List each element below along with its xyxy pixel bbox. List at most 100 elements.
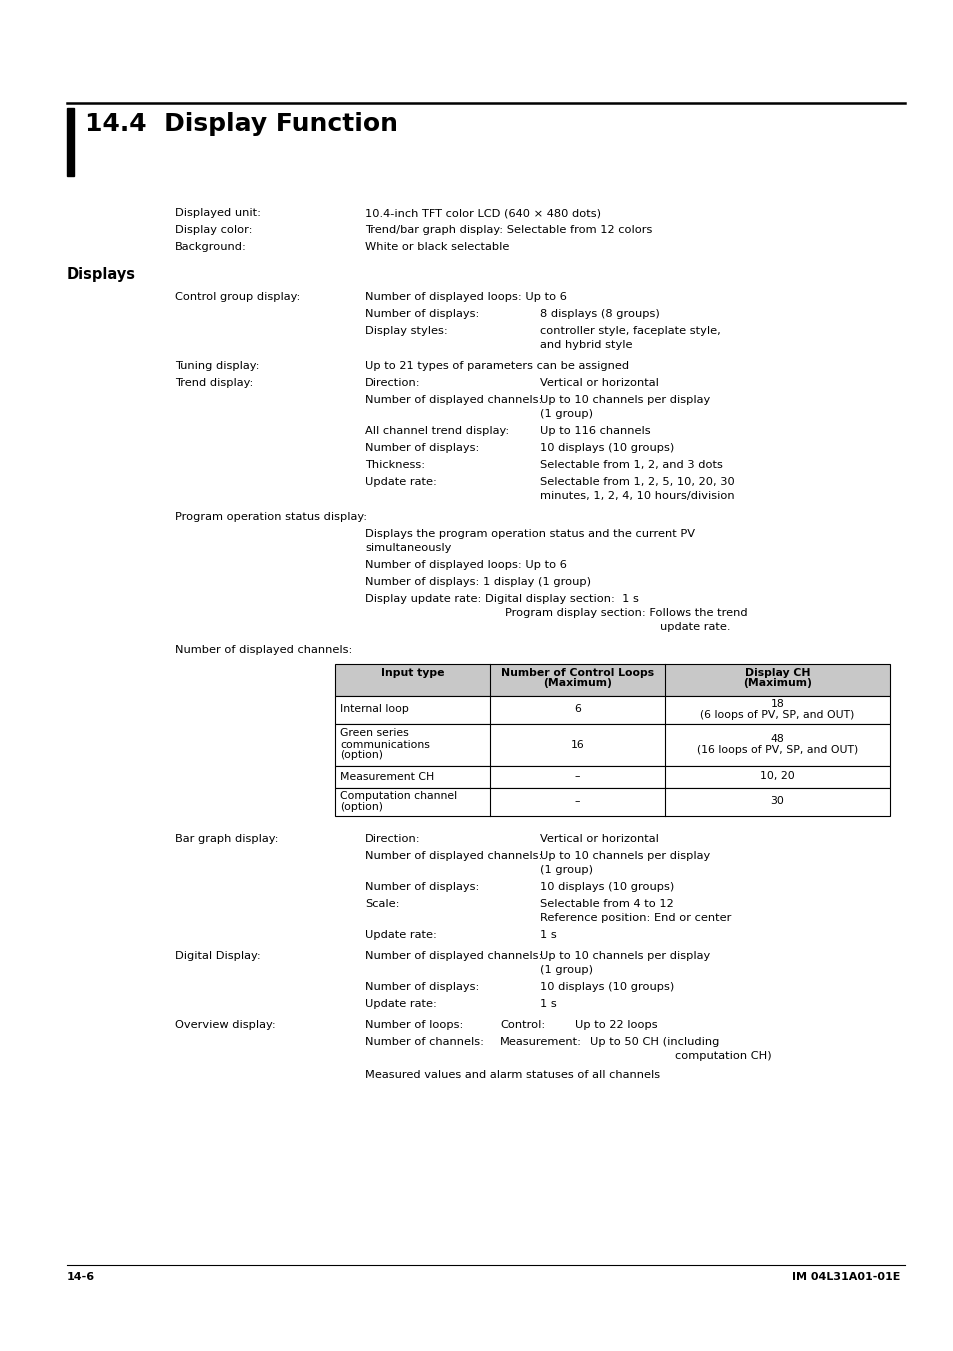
Text: Number of channels:: Number of channels: [365,1038,483,1047]
Text: 10 displays (10 groups): 10 displays (10 groups) [539,882,674,892]
Text: Display update rate: Digital display section:  1 s: Display update rate: Digital display sec… [365,594,639,604]
Text: Number of displayed channels:: Number of displayed channels: [365,394,542,405]
Text: Number of displayed loops: Up to 6: Number of displayed loops: Up to 6 [365,561,566,570]
Text: Selectable from 1, 2, 5, 10, 20, 30: Selectable from 1, 2, 5, 10, 20, 30 [539,477,734,486]
Text: Display color:: Display color: [174,226,253,235]
Text: 10 displays (10 groups): 10 displays (10 groups) [539,982,674,992]
Text: 16: 16 [570,739,584,750]
Text: Number of displays:: Number of displays: [365,443,478,453]
Bar [335,766,889,788]
Text: Measurement:: Measurement: [499,1038,581,1047]
Text: 8 displays (8 groups): 8 displays (8 groups) [539,309,659,319]
Text: (Maximum): (Maximum) [542,678,611,688]
Text: Scale:: Scale: [365,898,399,909]
Text: Green series: Green series [339,728,408,739]
Text: All channel trend display:: All channel trend display: [365,426,509,436]
Text: 10, 20: 10, 20 [760,771,794,781]
Text: (16 loops of PV, SP, and OUT): (16 loops of PV, SP, and OUT) [696,744,858,755]
Text: Up to 50 CH (including: Up to 50 CH (including [589,1038,719,1047]
Text: Up to 10 channels per display: Up to 10 channels per display [539,394,709,405]
Bar [335,724,889,766]
Text: Digital Display:: Digital Display: [174,951,260,961]
Text: (1 group): (1 group) [539,865,593,875]
Text: –: – [574,771,579,781]
Text: Number of loops:: Number of loops: [365,1020,463,1029]
Text: Number of displays:: Number of displays: [365,309,478,319]
Text: (1 group): (1 group) [539,409,593,419]
Text: Displays the program operation status and the current PV: Displays the program operation status an… [365,530,695,539]
Text: 18: 18 [770,698,783,709]
Text: Trend/bar graph display: Selectable from 12 colors: Trend/bar graph display: Selectable from… [365,226,652,235]
Bar [335,788,889,816]
Bar [335,663,889,696]
Text: Vertical or horizontal: Vertical or horizontal [539,378,659,388]
Text: 1 s: 1 s [539,998,557,1009]
Text: Display styles:: Display styles: [365,326,447,336]
Text: Direction:: Direction: [365,834,420,844]
Text: IM 04L31A01-01E: IM 04L31A01-01E [791,1273,899,1282]
Text: Displays: Displays [67,267,136,282]
Text: 14-6: 14-6 [67,1273,95,1282]
Text: Bar graph display:: Bar graph display: [174,834,278,844]
Text: Vertical or horizontal: Vertical or horizontal [539,834,659,844]
Text: Number of Control Loops: Number of Control Loops [500,667,654,678]
Text: Up to 10 channels per display: Up to 10 channels per display [539,951,709,961]
Text: Reference position: End or center: Reference position: End or center [539,913,731,923]
Text: computation CH): computation CH) [675,1051,771,1061]
Text: Background:: Background: [174,242,247,253]
Text: minutes, 1, 2, 4, 10 hours/division: minutes, 1, 2, 4, 10 hours/division [539,490,734,501]
Text: Tuning display:: Tuning display: [174,361,259,372]
Text: 30: 30 [770,797,783,807]
Text: communications: communications [339,739,430,750]
Text: Display CH: Display CH [744,667,809,678]
Text: Overview display:: Overview display: [174,1020,275,1029]
Text: Trend display:: Trend display: [174,378,253,388]
Text: Number of displayed channels:: Number of displayed channels: [174,644,352,655]
Text: (option): (option) [339,751,382,761]
Text: 10 displays (10 groups): 10 displays (10 groups) [539,443,674,453]
Text: Number of displayed channels:: Number of displayed channels: [365,851,542,861]
Text: Number of displays:: Number of displays: [365,982,478,992]
Text: (option): (option) [339,802,382,812]
Text: Up to 10 channels per display: Up to 10 channels per display [539,851,709,861]
Text: Up to 22 loops: Up to 22 loops [575,1020,657,1029]
Text: controller style, faceplate style,: controller style, faceplate style, [539,326,720,336]
Text: Up to 116 channels: Up to 116 channels [539,426,650,436]
Text: and hybrid style: and hybrid style [539,340,632,350]
Text: Computation channel: Computation channel [339,790,456,801]
Text: (6 loops of PV, SP, and OUT): (6 loops of PV, SP, and OUT) [700,711,854,720]
Text: Number of displays: 1 display (1 group): Number of displays: 1 display (1 group) [365,577,590,586]
Text: Program display section: Follows the trend: Program display section: Follows the tre… [504,608,747,617]
Text: White or black selectable: White or black selectable [365,242,509,253]
Text: Update rate:: Update rate: [365,477,436,486]
Text: 6: 6 [574,704,580,715]
Text: Selectable from 4 to 12: Selectable from 4 to 12 [539,898,673,909]
Text: –: – [574,797,579,807]
Text: Update rate:: Update rate: [365,998,436,1009]
Text: simultaneously: simultaneously [365,543,451,553]
Bar [67,108,74,176]
Text: Number of displays:: Number of displays: [365,882,478,892]
Text: (1 group): (1 group) [539,965,593,975]
Text: update rate.: update rate. [659,621,730,632]
Text: Thickness:: Thickness: [365,459,425,470]
Text: Control:: Control: [499,1020,545,1029]
Text: Up to 21 types of parameters can be assigned: Up to 21 types of parameters can be assi… [365,361,628,372]
Bar [335,696,889,724]
Text: Measured values and alarm statuses of all channels: Measured values and alarm statuses of al… [365,1070,659,1079]
Text: Control group display:: Control group display: [174,292,300,303]
Text: Internal loop: Internal loop [339,704,409,715]
Text: (Maximum): (Maximum) [742,678,811,688]
Text: Selectable from 1, 2, and 3 dots: Selectable from 1, 2, and 3 dots [539,459,722,470]
Text: 1 s: 1 s [539,929,557,940]
Text: 10.4-inch TFT color LCD (640 × 480 dots): 10.4-inch TFT color LCD (640 × 480 dots) [365,208,600,218]
Text: Direction:: Direction: [365,378,420,388]
Text: Number of displayed loops: Up to 6: Number of displayed loops: Up to 6 [365,292,566,303]
Text: Update rate:: Update rate: [365,929,436,940]
Text: 14.4  Display Function: 14.4 Display Function [85,112,397,136]
Text: 48: 48 [770,734,783,744]
Text: Displayed unit:: Displayed unit: [174,208,261,218]
Text: Measurement CH: Measurement CH [339,771,434,781]
Text: Program operation status display:: Program operation status display: [174,512,367,521]
Text: Input type: Input type [380,667,444,678]
